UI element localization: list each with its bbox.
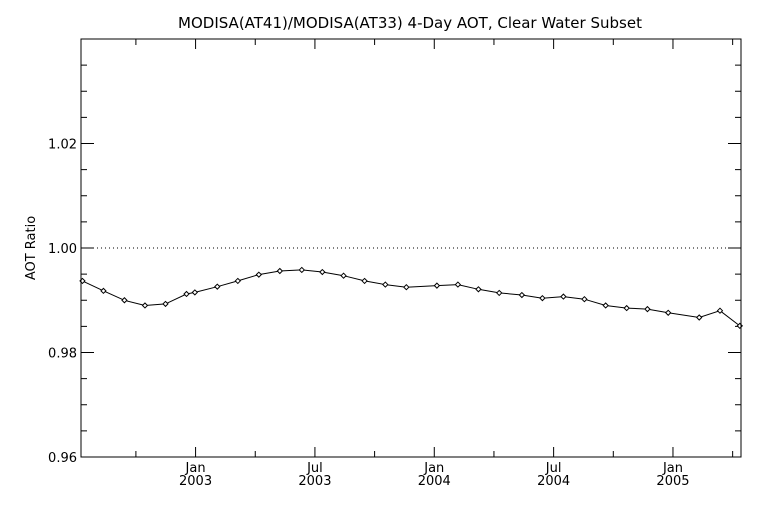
data-point — [623, 304, 630, 312]
data-point — [433, 282, 441, 289]
data-point — [340, 272, 347, 279]
data-point — [100, 287, 107, 295]
x-tick-label-year: 2005 — [656, 474, 689, 489]
data-point — [539, 294, 546, 302]
data-point — [560, 293, 567, 300]
x-tick-label-month: Jul — [306, 461, 323, 476]
data-point — [454, 281, 462, 288]
data-point — [475, 286, 482, 293]
series-markers — [79, 266, 744, 330]
data-point — [141, 302, 149, 309]
x-tick-label-month: Jan — [423, 461, 444, 476]
x-tick-label-month: Jan — [185, 461, 206, 476]
data-point — [664, 309, 672, 316]
data-point — [162, 300, 169, 308]
plot-frame — [80, 38, 742, 458]
data-point — [518, 291, 526, 299]
data-point — [319, 268, 326, 276]
series-line — [82, 269, 741, 327]
data-point — [382, 281, 389, 288]
data-point — [495, 289, 503, 297]
x-tick-label-year: 2004 — [418, 474, 451, 489]
data-point — [581, 295, 588, 303]
x-tick-label-year: 2003 — [298, 474, 331, 489]
data-point — [234, 277, 242, 285]
data-point — [696, 314, 703, 321]
data-point — [276, 267, 284, 275]
data-point — [403, 283, 410, 291]
chart-title: MODISA(AT41)/MODISA(AT33) 4-Day AOT, Cle… — [178, 14, 642, 32]
x-tick-label-year: 2003 — [179, 474, 212, 489]
axes: 0.960.981.001.02Jan2003Jul2003Jan2004Jul… — [48, 38, 741, 489]
data-point — [183, 290, 190, 298]
y-tick-label: 1.00 — [48, 242, 77, 257]
data-point — [716, 307, 724, 314]
y-tick-label: 0.96 — [48, 451, 77, 466]
x-tick-label-month: Jan — [662, 461, 683, 476]
y-axis-label: AOT Ratio — [24, 216, 39, 280]
x-tick-label-year: 2004 — [537, 474, 570, 489]
data-point — [255, 271, 263, 278]
data-point — [214, 283, 221, 290]
data-point — [191, 289, 199, 296]
data-point — [644, 305, 651, 313]
y-tick-label: 0.98 — [48, 347, 77, 362]
data-point — [602, 302, 609, 309]
data-point — [361, 277, 368, 285]
data-point — [121, 297, 128, 304]
x-tick-label-month: Jul — [545, 461, 562, 476]
y-tick-label: 1.02 — [48, 138, 77, 153]
data-point — [298, 266, 306, 274]
